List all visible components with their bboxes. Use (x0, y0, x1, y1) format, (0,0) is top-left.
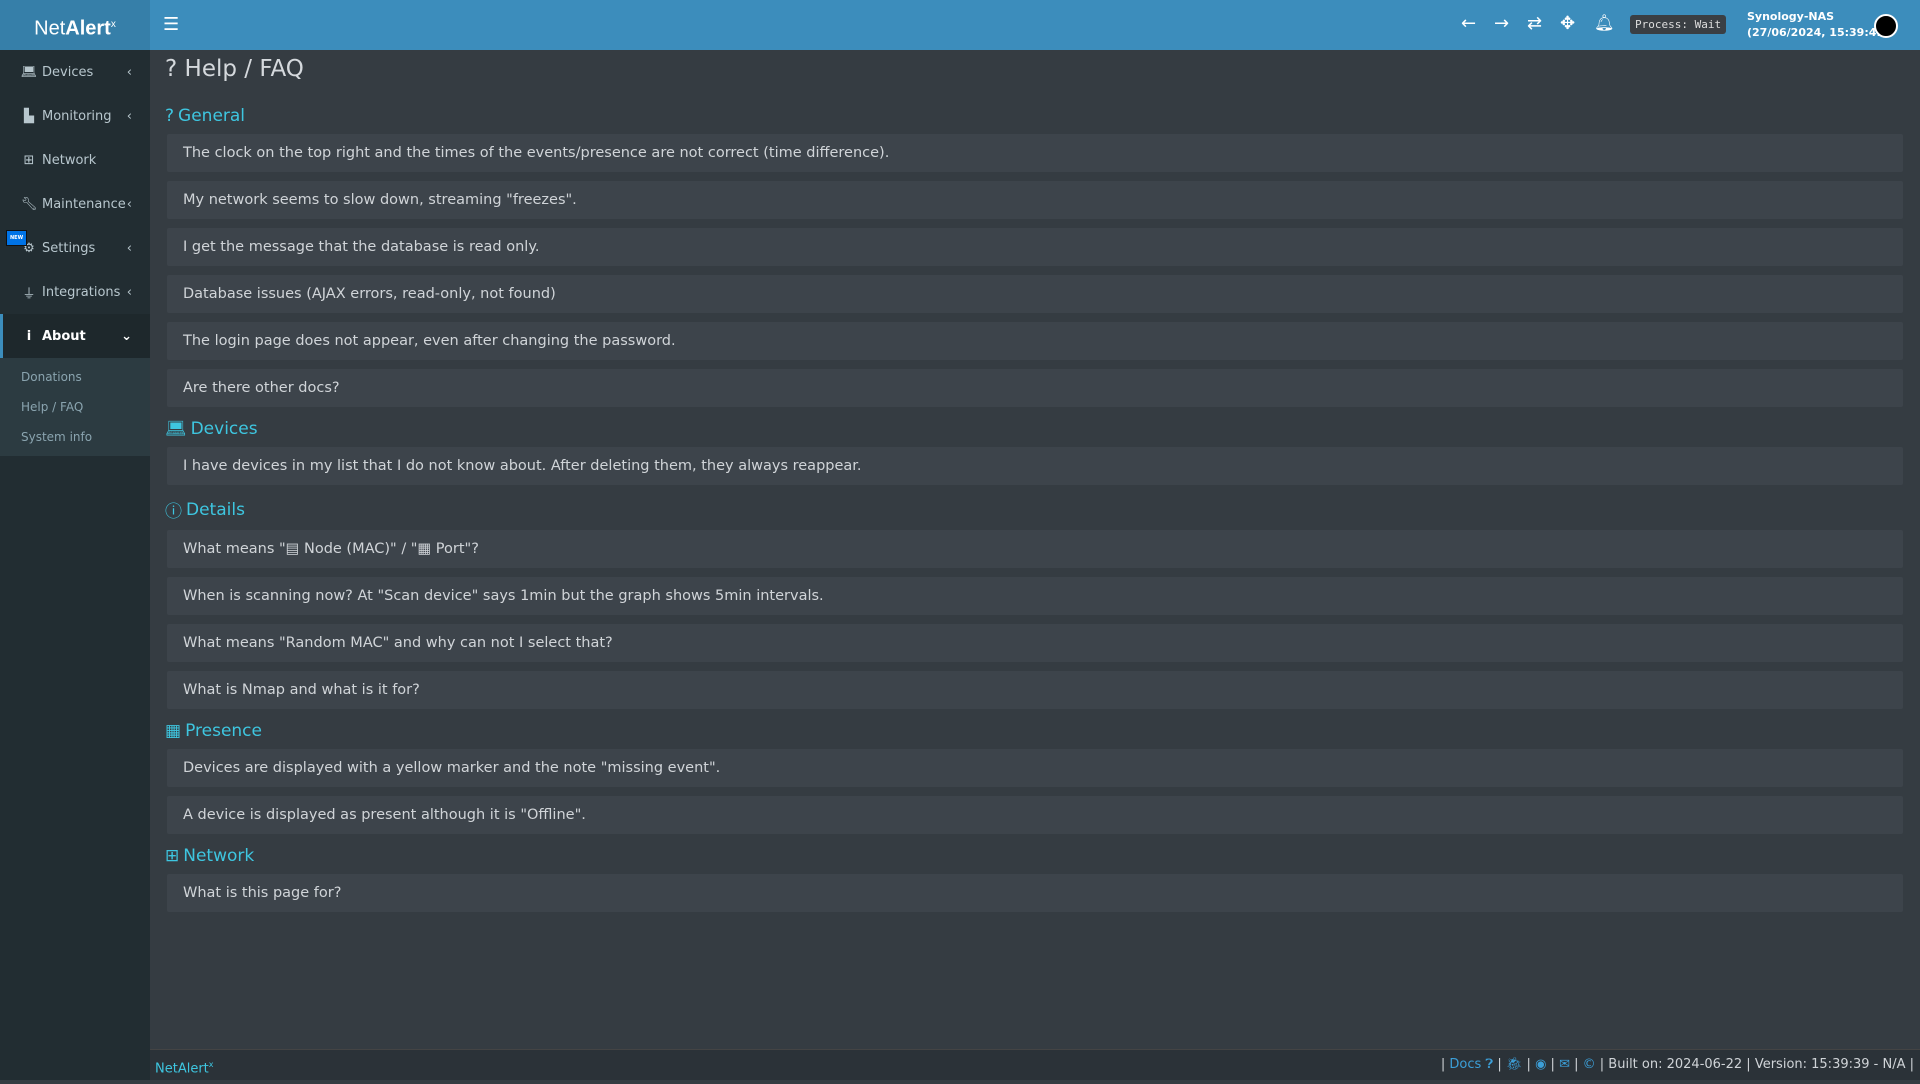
sidebar-item-about[interactable]: i About ⌄ (0, 314, 150, 358)
faq-question[interactable]: Are there other docs? (167, 369, 1903, 407)
section-heading: ⓘ Details (165, 497, 1903, 523)
top-navbar: NetAlertx ☰ ← → ⇄ ✥ 🔔︎ Process: Wait Syn… (0, 0, 1920, 50)
chevron-down-icon: ⌄ (121, 328, 132, 344)
footer: NetAlertx | Docs ❓︎ | 🐞︎ | ◉ | ✉ | © | B… (150, 1049, 1920, 1080)
chevron-left-icon: ‹ (126, 108, 132, 124)
chevron-left-icon: ‹ (126, 64, 132, 80)
sidebar-item-label: Devices (42, 64, 94, 80)
section-heading: ▦ Presence (165, 721, 262, 741)
copyright-icon[interactable]: © (1582, 1057, 1596, 1072)
process-status: Process: Wait (1630, 15, 1727, 34)
sidebar-item-monitoring[interactable]: ▙ Monitoring ‹ (0, 94, 150, 138)
move-icon[interactable]: ✥ (1560, 13, 1576, 34)
faq-question[interactable]: The login page does not appear, even aft… (167, 322, 1903, 360)
bug-icon[interactable]: 🐞︎ (1505, 1057, 1523, 1072)
sitemap-icon: ⊞ (165, 846, 180, 866)
faq-question[interactable]: What is this page for? (167, 874, 1903, 912)
faq-question[interactable]: My network seems to slow down, streaming… (167, 181, 1903, 219)
avatar[interactable] (1874, 14, 1898, 38)
faq-section: ⓘ Details What means "▤ Node (MAC)" / "▦ P… (165, 497, 1903, 709)
sidebar-item-devices[interactable]: 💻︎ Devices ‹ (0, 50, 150, 94)
sidebar-item-label: Maintenance (42, 196, 126, 212)
help-icon[interactable]: ❓︎ (1485, 1057, 1494, 1072)
docs-link[interactable]: Docs (1449, 1057, 1482, 1072)
chevron-left-icon: ‹ (126, 196, 132, 212)
about-submenu: Donations Help / FAQ System info (0, 358, 150, 456)
faq-question[interactable]: The clock on the top right and the times… (167, 134, 1903, 172)
submenu-item[interactable]: System info (21, 430, 93, 444)
footer-brand: NetAlertx (155, 1060, 214, 1077)
sidebar-item-settings[interactable]: ⚙ Settings ‹ (0, 226, 150, 270)
submenu-item[interactable]: Help / FAQ (21, 400, 84, 414)
question-icon: ? (165, 106, 175, 126)
sidebar: 💻︎ Devices ‹ ▙ Monitoring ‹ ⊞ Network 🔧︎ Maintena… (0, 50, 150, 1080)
calendar-icon: ▦ (165, 721, 182, 741)
built-date: Built on: 2024-06-22 (1608, 1057, 1743, 1072)
faq-question[interactable]: A device is displayed as present althoug… (167, 796, 1903, 834)
faq-question[interactable]: Devices are displayed with a yellow mark… (167, 749, 1903, 787)
plug-icon: ⏚ (22, 286, 36, 302)
faq-question[interactable]: When is scanning now? At "Scan device" s… (167, 577, 1903, 615)
sidebar-item-label: Settings (42, 240, 96, 256)
main-content: ? Help / FAQ ? General The clock on the to… (150, 50, 1920, 1049)
faq-section: 💻︎ Devices I have devices in my list that … (165, 419, 1903, 485)
mail-icon[interactable]: ✉ (1559, 1057, 1570, 1072)
faq-section: ⊞ Network What is this page for? (165, 846, 1903, 912)
host-info: Synology-NAS (27/06/2024, 15:39:41) (1747, 10, 1890, 39)
page-title: ? Help / FAQ (165, 56, 304, 82)
wrench-icon: 🔧︎ (20, 196, 38, 212)
question-icon: ? (165, 56, 178, 82)
faq-question[interactable]: Database issues (AJAX errors, read-only,… (167, 275, 1903, 313)
info-icon: i (26, 328, 32, 344)
section-heading: ⊞ Network (165, 846, 255, 866)
version: Version: 15:39:39 - N/A (1754, 1057, 1906, 1072)
new-badge: NEW (6, 230, 28, 246)
sidebar-item-label: Monitoring (42, 108, 112, 124)
section-heading: ? General (165, 106, 246, 126)
sidebar-item-label: Network (42, 152, 97, 168)
back-arrow-icon[interactable]: ← (1461, 13, 1477, 34)
laptop-icon: 💻︎ (165, 419, 187, 439)
sidebar-item-label: About (42, 328, 86, 344)
chevron-left-icon: ‹ (126, 284, 132, 300)
faq-question[interactable]: What is Nmap and what is it for? (167, 671, 1903, 709)
chevron-left-icon: ‹ (126, 240, 132, 256)
faq-question[interactable]: I get the message that the database is r… (167, 228, 1903, 266)
menu-toggle-icon[interactable]: ☰ (163, 14, 180, 35)
app-logo[interactable]: NetAlertx (0, 0, 150, 50)
reload-icon[interactable]: ⇄ (1527, 13, 1543, 34)
forward-arrow-icon[interactable]: → (1494, 13, 1510, 34)
bell-icon[interactable]: 🔔︎ (1594, 13, 1615, 32)
sidebar-item-integrations[interactable]: ⏚ Integrations ‹ (0, 270, 150, 314)
faq-section: ▦ Presence Devices are displayed with a ye… (165, 721, 1903, 834)
sidebar-item-network[interactable]: ⊞ Network (0, 138, 150, 182)
faq-question[interactable]: What means "▤ Node (MAC)" / "▦ Port"? (167, 530, 1903, 568)
faq-question[interactable]: I have devices in my list that I do not … (167, 447, 1903, 485)
laptop-icon: 💻︎ (20, 64, 38, 80)
submenu-item[interactable]: Donations (21, 370, 82, 384)
chart-icon: ▙ (24, 108, 34, 124)
info-circle-icon: ⓘ (165, 502, 182, 522)
gear-icon: ⚙ (23, 240, 35, 256)
sidebar-item-maintenance[interactable]: 🔧︎ Maintenance ‹ (0, 182, 150, 226)
faq-section: ? General The clock on the top right and t… (165, 106, 1903, 407)
github-icon[interactable]: ◉ (1535, 1057, 1547, 1072)
faq-question[interactable]: What means "Random MAC" and why can not … (167, 624, 1903, 662)
section-heading: 💻︎ Devices (165, 419, 258, 439)
sidebar-item-label: Integrations (42, 284, 121, 300)
sitemap-icon: ⊞ (23, 152, 35, 168)
